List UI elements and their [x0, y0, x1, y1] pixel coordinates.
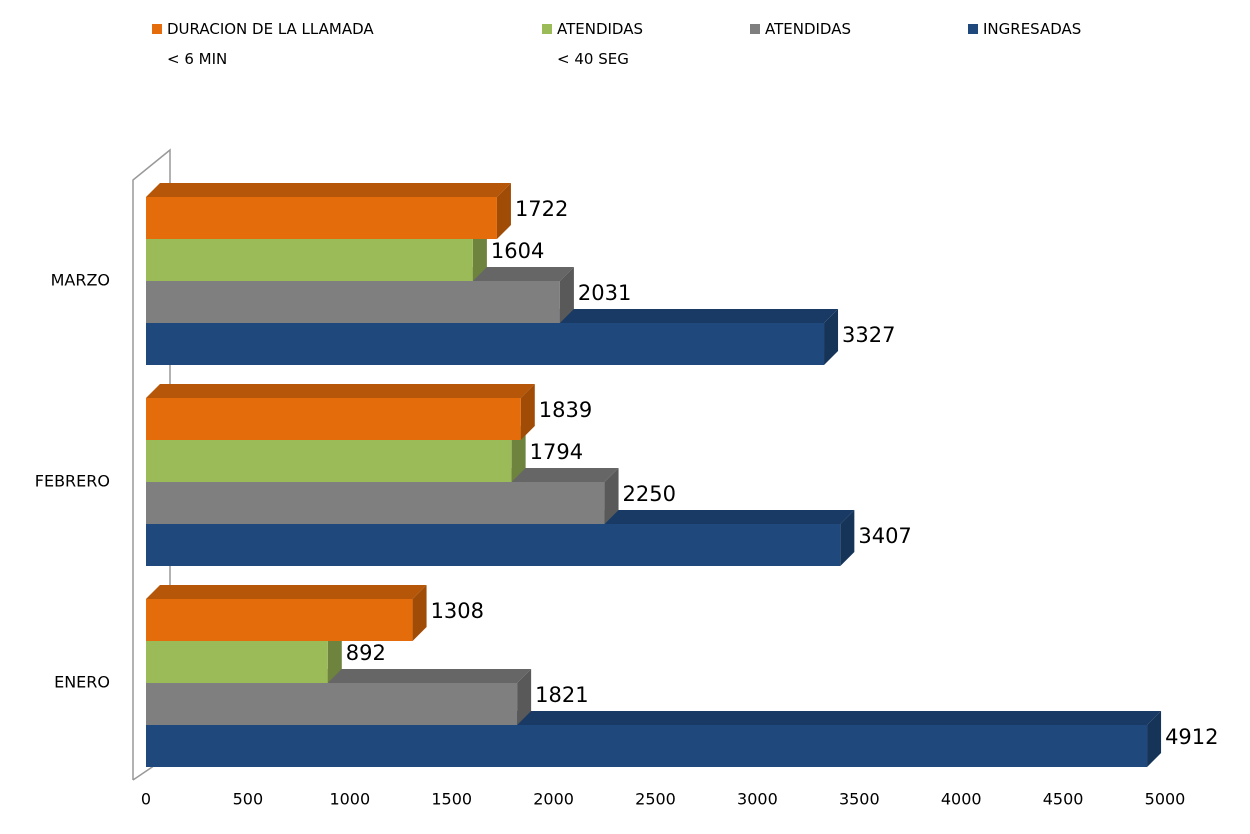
x-tick-label: 4500: [1043, 790, 1084, 809]
bar-face: [824, 309, 839, 365]
bar-face: [146, 585, 427, 599]
x-tick-label: 1000: [329, 790, 370, 809]
data-label: 1794: [530, 440, 583, 464]
bar-face: [146, 323, 825, 365]
data-label: 2250: [623, 482, 676, 506]
bar-face: [146, 524, 841, 566]
bar: [146, 183, 511, 239]
data-label: 1839: [539, 398, 592, 422]
bar-face: [146, 440, 512, 482]
bar-face: [517, 669, 532, 725]
bar-face: [146, 599, 413, 641]
bar-face: [146, 398, 521, 440]
x-tick-label: 0: [141, 790, 151, 809]
legend-swatch: [152, 24, 162, 34]
x-tick-label: 3500: [839, 790, 880, 809]
bar-face: [496, 183, 511, 239]
bar-face: [146, 183, 511, 197]
bar-face: [146, 683, 518, 725]
data-label: 892: [346, 641, 386, 665]
x-tick-label: 2500: [635, 790, 676, 809]
legend-label: ATENDIDAS: [765, 20, 852, 38]
data-label: 1722: [515, 197, 568, 221]
data-label: 3407: [858, 524, 911, 548]
bar-face: [146, 197, 497, 239]
legend-swatch: [968, 24, 978, 34]
x-tick-label: 5000: [1145, 790, 1186, 809]
x-tick-label: 4000: [941, 790, 982, 809]
x-tick-label: 1500: [431, 790, 472, 809]
bar-face: [146, 482, 605, 524]
legend-swatch: [542, 24, 552, 34]
y-tick-label: ENERO: [54, 673, 110, 692]
bar-face: [146, 725, 1148, 767]
bar-face: [146, 641, 328, 683]
x-tick-label: 2000: [533, 790, 574, 809]
data-label: 4912: [1165, 725, 1218, 749]
bar-face: [604, 468, 619, 524]
legend-label: DURACION DE LA LLAMADA < 6 MIN: [167, 20, 374, 68]
bar-face: [559, 267, 574, 323]
legend-swatch: [750, 24, 760, 34]
data-label: 1604: [491, 239, 544, 263]
legend-item: INGRESADAS: [968, 14, 1081, 44]
legend-item: ATENDIDAS: [750, 14, 851, 44]
data-label: 3327: [842, 323, 895, 347]
bar-face: [146, 384, 535, 398]
bar-face: [146, 239, 473, 281]
x-tick-label: 500: [233, 790, 264, 809]
legend-item: ATENDIDAS < 40 SEG: [542, 14, 643, 74]
legend-item: DURACION DE LA LLAMADA < 6 MIN: [152, 14, 374, 74]
bar-face: [1147, 711, 1162, 767]
bar-face: [520, 384, 535, 440]
x-tick-label: 3000: [737, 790, 778, 809]
legend-label: INGRESADAS: [983, 20, 1082, 38]
data-label: 1821: [535, 683, 588, 707]
bar: [146, 585, 427, 641]
bar-face: [146, 281, 560, 323]
bar: [146, 384, 535, 440]
data-label: 1308: [431, 599, 484, 623]
data-label: 2031: [578, 281, 631, 305]
legend-label: ATENDIDAS < 40 SEG: [557, 20, 644, 68]
y-tick-label: FEBRERO: [35, 472, 110, 491]
bar-face: [412, 585, 427, 641]
y-tick-label: MARZO: [51, 271, 110, 290]
bar-face: [840, 510, 855, 566]
